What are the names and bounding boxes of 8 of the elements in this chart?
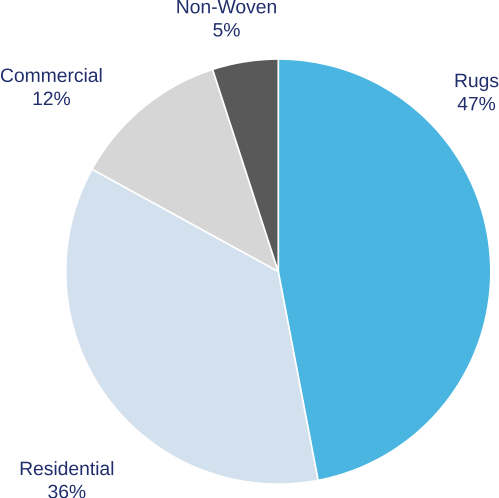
slice-label: Rugs <box>456 74 498 91</box>
slice-label: Commercial <box>0 68 102 82</box>
data-label: 36% <box>48 484 86 498</box>
slice-label: Residential <box>20 460 114 476</box>
data-label: 12% <box>34 91 70 105</box>
slice-label: Non-Woven <box>177 0 276 14</box>
data-label: 5% <box>213 22 240 36</box>
data-label: 47% <box>458 96 496 110</box>
